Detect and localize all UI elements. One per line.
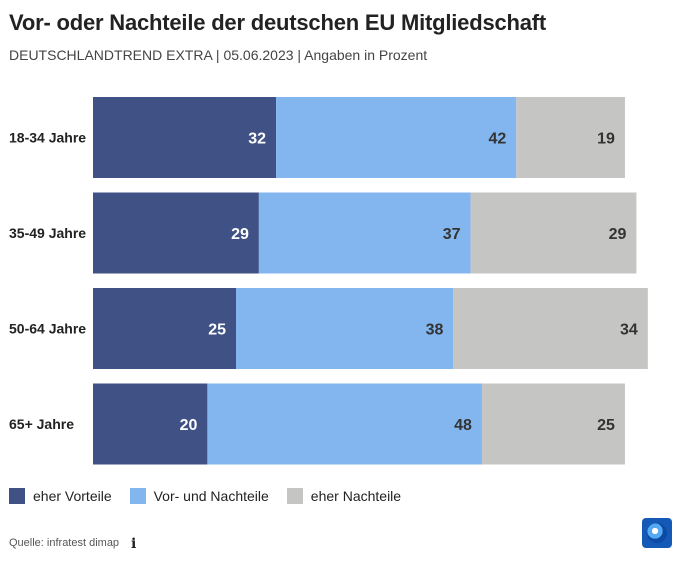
bar-eher-vorteile-35-49-jahre [93, 192, 259, 274]
data-label-eher-vorteile-50-64-jahre: 25 [208, 322, 226, 339]
tagesschau-logo-icon [642, 518, 672, 548]
data-label-eher-nachteile-18-34-jahre: 19 [597, 131, 615, 148]
bar-eher-nachteile-65-jahre [481, 383, 625, 465]
legend-item-vor-und-nachteile: Vor- und Nachteile [129, 488, 269, 504]
info-icon[interactable]: i [131, 536, 137, 552]
bar-eher-vorteile-50-64-jahre [93, 288, 236, 369]
stacked-bar-chart: 18-34 Jahre 32 42 19 35-49 Jahre 29 37 29 50-64 … [9, 97, 648, 465]
category-label-50-64-jahre: 50-64 Jahre [9, 321, 86, 337]
category-label-18-34-jahre: 18-34 Jahre [9, 130, 86, 146]
data-label-eher-nachteile-50-64-jahre: 34 [620, 322, 638, 339]
data-label-eher-vorteile-18-34-jahre: 32 [248, 131, 266, 148]
data-label-vor-und-nachteile-50-64-jahre: 38 [426, 322, 444, 339]
legend-item-eher-nachteile: eher Nachteile [286, 488, 402, 504]
bar-eher-nachteile-18-34-jahre [516, 97, 625, 178]
bar-vor-und-nachteile-35-49-jahre [258, 192, 471, 274]
legend: eher Vorteile Vor- und Nachteile eher Na… [9, 488, 419, 504]
legend-swatch-eher-nachteile [286, 488, 303, 504]
data-label-eher-nachteile-65-jahre: 25 [597, 417, 615, 434]
data-label-eher-vorteile-35-49-jahre: 29 [231, 226, 249, 243]
source-note: Quelle: infratest dimap [9, 537, 120, 549]
category-label-65-jahre: 65+ Jahre [9, 416, 74, 432]
data-label-vor-und-nachteile-65-jahre: 48 [454, 417, 472, 434]
legend-label-eher-nachteile: eher Nachteile [310, 488, 402, 504]
legend-swatch-vor-und-nachteile [129, 488, 146, 504]
legend-label-eher-vorteile: eher Vorteile [33, 488, 112, 504]
bar-vor-und-nachteile-18-34-jahre [276, 97, 517, 178]
bar-eher-nachteile-50-64-jahre [453, 288, 648, 369]
data-label-vor-und-nachteile-35-49-jahre: 37 [443, 226, 461, 243]
data-label-vor-und-nachteile-18-34-jahre: 42 [488, 131, 506, 148]
legend-swatch-eher-vorteile [9, 488, 25, 504]
bar-eher-vorteile-18-34-jahre [93, 97, 277, 178]
chart-title: Vor- oder Nachteile der deutschen EU Mit… [9, 10, 547, 35]
data-label-eher-nachteile-35-49-jahre: 29 [609, 226, 627, 243]
bar-vor-und-nachteile-50-64-jahre [236, 288, 454, 369]
chart-subtitle: DEUTSCHLANDTREND EXTRA | 05.06.2023 | An… [9, 47, 428, 63]
legend-label-vor-und-nachteile: Vor- und Nachteile [153, 488, 269, 504]
legend-item-eher-vorteile: eher Vorteile [9, 488, 112, 504]
bar-eher-vorteile-65-jahre [93, 383, 208, 465]
data-label-eher-vorteile-65-jahre: 20 [180, 417, 198, 434]
bar-eher-nachteile-35-49-jahre [470, 192, 637, 274]
bar-vor-und-nachteile-65-jahre [207, 383, 482, 465]
category-label-35-49-jahre: 35-49 Jahre [9, 225, 86, 241]
